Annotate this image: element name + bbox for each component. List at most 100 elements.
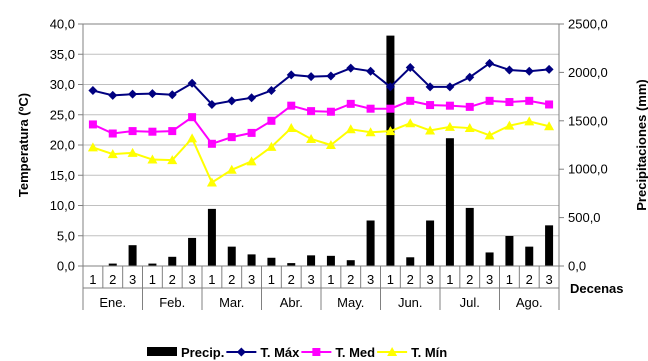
- precip-bar: [485, 252, 494, 266]
- month-label: May.: [337, 295, 364, 310]
- grid: [83, 53, 559, 237]
- right-tick-label: 1500,0: [568, 113, 608, 128]
- left-tick-label: 0,0: [57, 259, 75, 274]
- precip-bar: [525, 246, 534, 266]
- precip-bar: [307, 255, 316, 266]
- series-line-tmx: [92, 62, 550, 106]
- point-tmed: [406, 96, 415, 105]
- point-tmn: [484, 130, 495, 140]
- decena-label: 3: [486, 272, 493, 287]
- precip-bar: [267, 257, 276, 266]
- left-tick-label: 35,0: [50, 47, 75, 62]
- point-tmn: [504, 120, 515, 130]
- point-tmx: [366, 66, 376, 76]
- legend-marker-tmx: [236, 347, 246, 357]
- decena-label: 1: [89, 272, 96, 287]
- point-tmx: [346, 63, 356, 73]
- point-tmx: [207, 99, 217, 109]
- decena-label: 2: [407, 272, 414, 287]
- point-tmed: [445, 101, 454, 110]
- y-axis-left-title: Temperatura (ºC): [16, 93, 31, 197]
- legend-label-tmed: T. Med: [335, 345, 375, 360]
- left-tick-label: 40,0: [50, 17, 75, 32]
- left-tick-label: 20,0: [50, 138, 75, 153]
- point-tmx: [128, 89, 138, 99]
- point-tmn: [147, 154, 158, 164]
- decena-label: 3: [426, 272, 433, 287]
- point-tmn: [544, 121, 555, 131]
- precip-bar: [168, 256, 177, 266]
- point-tmed: [267, 116, 276, 125]
- legend-label-tmx: T. Máx: [260, 345, 300, 360]
- precip-bar: [207, 208, 216, 266]
- point-tmn: [524, 116, 535, 126]
- decena-label: 2: [466, 272, 473, 287]
- precip-bar: [366, 220, 375, 266]
- point-tmn: [187, 133, 198, 143]
- decena-label: 1: [268, 272, 275, 287]
- point-tmx: [326, 71, 336, 81]
- point-tmx: [504, 65, 514, 75]
- precip-bar: [247, 254, 256, 266]
- point-tmed: [386, 104, 395, 113]
- precip-bar: [108, 263, 117, 266]
- decena-label: 1: [327, 272, 334, 287]
- decena-label: 2: [228, 272, 235, 287]
- point-tmx: [445, 82, 455, 92]
- decena-label: 1: [446, 272, 453, 287]
- precip-bar: [545, 225, 554, 266]
- temperature-lines: [87, 58, 555, 187]
- decena-label: 2: [347, 272, 354, 287]
- decena-label: 2: [109, 272, 116, 287]
- precip-bar: [227, 246, 236, 266]
- point-tmn: [87, 142, 98, 152]
- point-tmn: [444, 121, 455, 131]
- point-tmn: [425, 125, 436, 135]
- decena-label: 3: [545, 272, 552, 287]
- legend: Precip. T. Máx T. Med T. Mín: [147, 345, 447, 360]
- precip-bar: [426, 220, 435, 266]
- precip-bar: [505, 235, 514, 266]
- point-tmx: [286, 70, 296, 80]
- month-label: Ene.: [99, 295, 126, 310]
- point-tmx: [385, 82, 395, 92]
- point-tmed: [426, 101, 435, 110]
- point-tmn: [167, 155, 178, 165]
- right-tick-label: 500,0: [568, 210, 601, 225]
- precip-bar: [465, 207, 474, 266]
- point-tmed: [108, 129, 117, 138]
- left-tick-label: 30,0: [50, 77, 75, 92]
- decena-label: 1: [506, 272, 513, 287]
- legend-label-tmn: T. Mín: [411, 345, 447, 360]
- precip-bars: [108, 35, 554, 267]
- point-tmx: [227, 96, 237, 106]
- point-tmn: [325, 140, 336, 149]
- point-tmed: [465, 102, 474, 111]
- point-tmed: [188, 113, 197, 122]
- decena-label: 1: [387, 272, 394, 287]
- right-tick-label: 2500,0: [568, 17, 608, 32]
- point-tmx: [187, 78, 197, 88]
- left-tick-label: 5,0: [57, 228, 75, 243]
- point-tmx: [524, 66, 534, 76]
- right-tick-label: 1000,0: [568, 162, 608, 177]
- precip-bar: [287, 263, 296, 266]
- point-tmed: [247, 128, 256, 137]
- point-tmx: [465, 72, 475, 82]
- point-tmed: [168, 127, 177, 136]
- precip-bar: [326, 255, 335, 266]
- point-tmn: [385, 126, 396, 136]
- y-axis-right-title: Precipitaciones (mm): [634, 79, 648, 211]
- x-axis-title: Decenas: [570, 281, 623, 296]
- point-tmed: [227, 133, 236, 142]
- point-tmed: [307, 107, 316, 116]
- point-tmn: [405, 118, 416, 128]
- point-tmx: [266, 86, 276, 96]
- point-tmed: [128, 127, 137, 136]
- precip-bar: [406, 257, 415, 266]
- legend-marker-tmn: [387, 347, 398, 356]
- point-tmx: [405, 63, 415, 73]
- month-label: Jun.: [398, 295, 423, 310]
- legend-label-precip: Precip.: [181, 345, 224, 360]
